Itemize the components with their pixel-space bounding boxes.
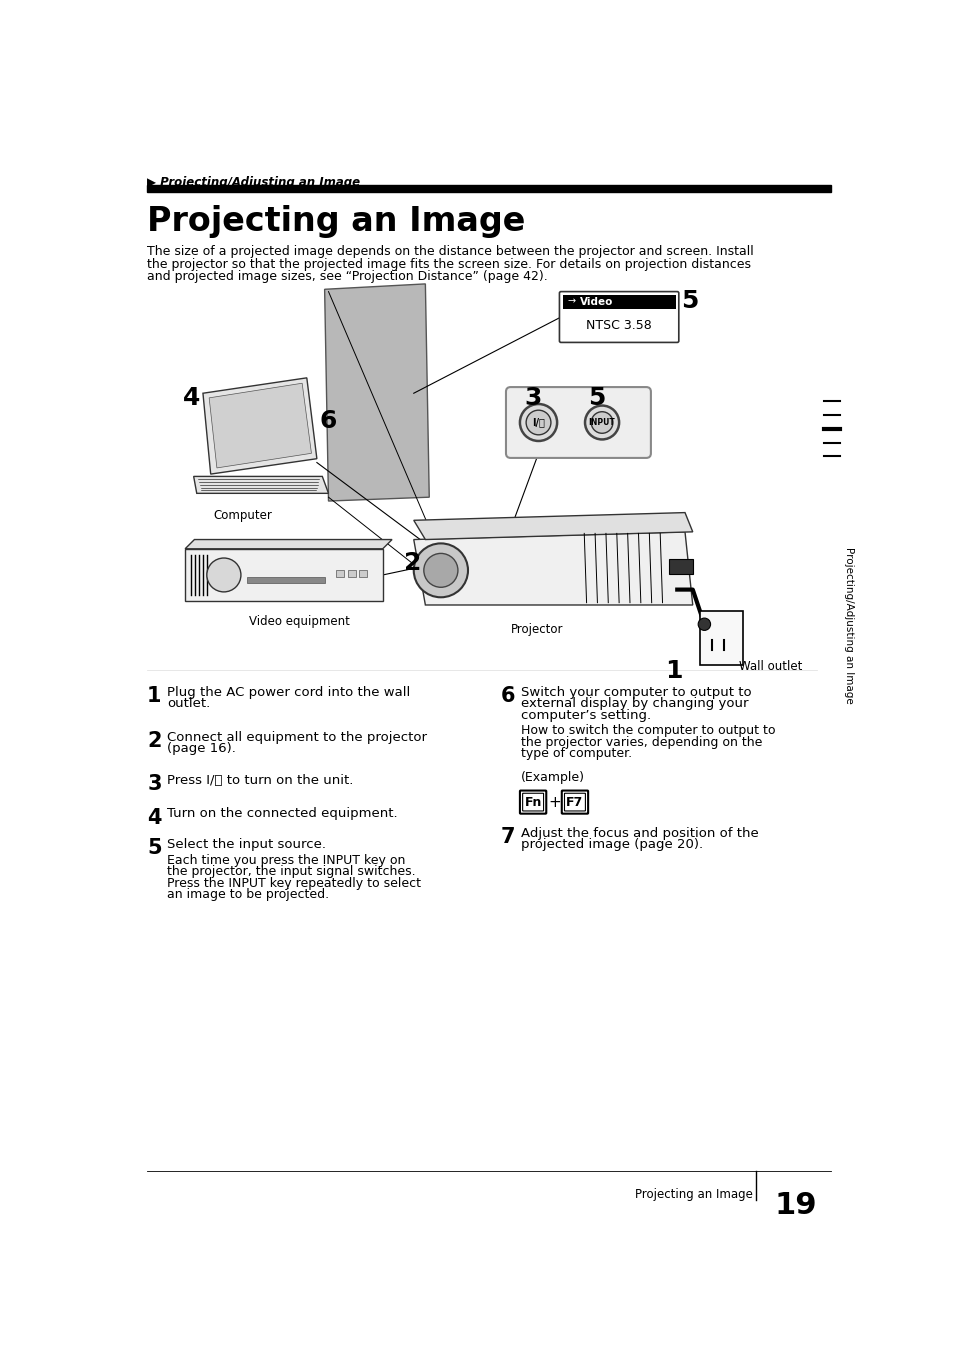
- Polygon shape: [414, 531, 692, 604]
- Text: Video equipment: Video equipment: [249, 615, 350, 627]
- Text: 6: 6: [319, 408, 336, 433]
- Text: ▶ Projecting/Adjusting an Image: ▶ Projecting/Adjusting an Image: [147, 176, 360, 189]
- FancyBboxPatch shape: [700, 611, 742, 665]
- Text: 5: 5: [680, 289, 698, 314]
- Text: (page 16).: (page 16).: [167, 742, 236, 754]
- Text: 4: 4: [147, 807, 161, 827]
- FancyBboxPatch shape: [505, 387, 650, 458]
- Circle shape: [423, 553, 457, 587]
- Polygon shape: [209, 383, 311, 468]
- FancyBboxPatch shape: [519, 791, 546, 814]
- Text: outlet.: outlet.: [167, 698, 211, 710]
- FancyBboxPatch shape: [564, 794, 585, 811]
- Text: Switch your computer to output to: Switch your computer to output to: [520, 685, 751, 699]
- Text: external display by changing your: external display by changing your: [520, 698, 747, 710]
- Text: type of computer.: type of computer.: [520, 748, 631, 760]
- Bar: [562, 295, 675, 308]
- Text: 19: 19: [774, 1191, 817, 1220]
- Text: 2: 2: [404, 552, 421, 575]
- Text: computer’s setting.: computer’s setting.: [520, 708, 650, 722]
- Polygon shape: [414, 512, 692, 539]
- Circle shape: [519, 404, 557, 441]
- Circle shape: [698, 618, 710, 630]
- Text: INPUT: INPUT: [588, 418, 615, 427]
- Text: 6: 6: [500, 685, 515, 706]
- Text: Fn: Fn: [524, 795, 541, 808]
- Text: The size of a projected image depends on the distance between the projector and : The size of a projected image depends on…: [147, 246, 753, 258]
- FancyBboxPatch shape: [561, 791, 587, 814]
- Text: 2: 2: [147, 730, 161, 750]
- Text: Plug the AC power cord into the wall: Plug the AC power cord into the wall: [167, 685, 410, 699]
- Text: Projector: Projector: [510, 623, 562, 635]
- Text: Projecting an Image: Projecting an Image: [147, 204, 525, 238]
- Text: projected image (page 20).: projected image (page 20).: [520, 838, 702, 852]
- Text: Turn on the connected equipment.: Turn on the connected equipment.: [167, 807, 397, 821]
- Polygon shape: [193, 476, 328, 493]
- Circle shape: [584, 406, 618, 439]
- Text: 3: 3: [524, 385, 541, 410]
- Text: an image to be projected.: an image to be projected.: [167, 888, 329, 902]
- Polygon shape: [324, 284, 429, 502]
- Text: 3: 3: [147, 775, 161, 795]
- Text: the projector, the input signal switches.: the projector, the input signal switches…: [167, 865, 416, 879]
- Text: Video: Video: [579, 296, 613, 307]
- Polygon shape: [185, 539, 392, 549]
- Text: 7: 7: [500, 827, 515, 846]
- Text: F7: F7: [566, 795, 583, 808]
- Text: NTSC 3.58: NTSC 3.58: [586, 319, 651, 333]
- Text: Each time you press the INPUT key on: Each time you press the INPUT key on: [167, 853, 405, 867]
- FancyBboxPatch shape: [522, 794, 543, 811]
- Bar: [335, 569, 344, 577]
- Bar: [147, 185, 830, 192]
- Text: How to switch the computer to output to: How to switch the computer to output to: [520, 725, 775, 737]
- Circle shape: [207, 558, 241, 592]
- Text: →: →: [567, 296, 575, 307]
- Text: the projector so that the projected image fits the screen size. For details on p: the projector so that the projected imag…: [147, 258, 750, 270]
- Text: Projecting/Adjusting an Image: Projecting/Adjusting an Image: [843, 548, 853, 704]
- Text: Adjust the focus and position of the: Adjust the focus and position of the: [520, 827, 758, 840]
- Text: Press the INPUT key repeatedly to select: Press the INPUT key repeatedly to select: [167, 877, 421, 890]
- Polygon shape: [203, 377, 316, 475]
- Text: Press I/⏻ to turn on the unit.: Press I/⏻ to turn on the unit.: [167, 775, 354, 787]
- Polygon shape: [185, 549, 382, 602]
- Bar: [348, 569, 355, 577]
- Text: 5: 5: [147, 838, 162, 859]
- Text: Computer: Computer: [213, 508, 273, 522]
- Text: Connect all equipment to the projector: Connect all equipment to the projector: [167, 730, 427, 744]
- Text: Select the input source.: Select the input source.: [167, 838, 326, 852]
- Text: 1: 1: [665, 658, 682, 683]
- Bar: [247, 576, 324, 583]
- Text: Wall outlet: Wall outlet: [739, 660, 801, 673]
- Circle shape: [414, 544, 468, 598]
- Circle shape: [591, 412, 612, 433]
- Bar: [669, 558, 692, 575]
- Text: 5: 5: [587, 385, 605, 410]
- Bar: [359, 569, 367, 577]
- Text: +: +: [548, 795, 560, 810]
- Circle shape: [525, 410, 550, 435]
- Text: I/⏻: I/⏻: [532, 418, 544, 427]
- Text: Projecting an Image: Projecting an Image: [635, 1188, 753, 1201]
- Text: the projector varies, depending on the: the projector varies, depending on the: [520, 735, 761, 749]
- Text: 1: 1: [147, 685, 161, 706]
- Text: and projected image sizes, see “Projection Distance” (page 42).: and projected image sizes, see “Projecti…: [147, 270, 547, 283]
- FancyBboxPatch shape: [558, 292, 679, 342]
- Text: 4: 4: [183, 385, 200, 410]
- Text: (Example): (Example): [520, 771, 584, 784]
